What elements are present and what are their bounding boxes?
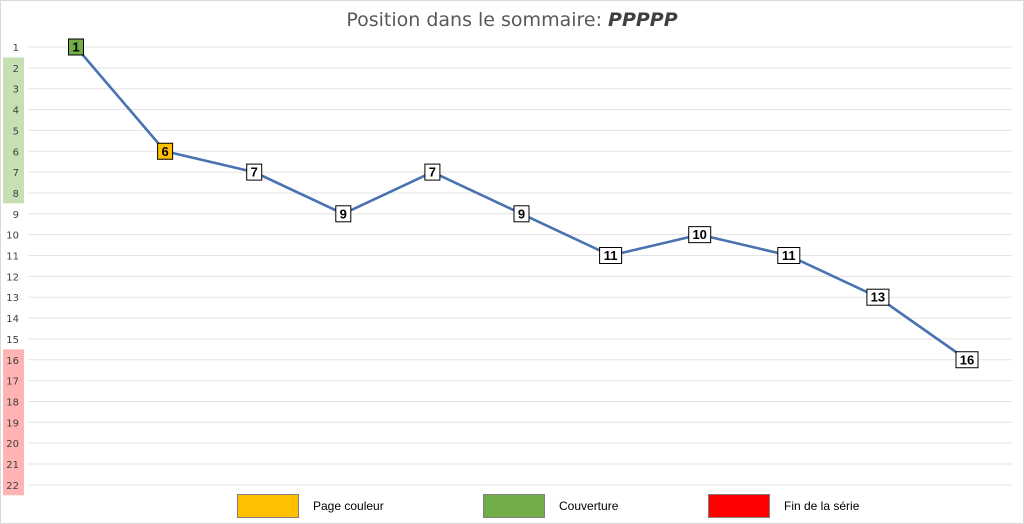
data-label-6: 11 [604,248,618,263]
data-point-3 [335,205,352,223]
data-point-1 [157,142,174,160]
y-tick-label-8: 8 [13,189,19,200]
y-tick-label-11: 11 [6,252,19,263]
data-label-1: 6 [161,144,168,159]
chart-title-text: Position dans le sommaire: [346,9,609,31]
legend-label-1: Couverture [559,499,619,513]
y-tick-label-5: 5 [13,126,19,137]
data-point-0 [68,38,84,56]
legend: Page couleur Couverture Fin de la série [0,493,1024,521]
y-tick-label-1: 1 [13,43,19,54]
y-tick-label-17: 17 [6,377,19,388]
y-tick-label-19: 19 [6,418,19,429]
legend-swatch-2 [708,494,770,518]
data-label-5: 9 [518,206,525,221]
y-tick-label-7: 7 [13,168,19,179]
data-label-0: 1 [72,40,79,55]
gridlines [28,46,1012,486]
y-tick-label-15: 15 [6,335,19,346]
legend-label-2: Fin de la série [784,499,860,513]
y-tick-label-22: 22 [6,481,19,492]
data-label-8: 11 [782,248,796,263]
data-label-7: 10 [692,227,706,242]
y-tick-label-18: 18 [6,397,19,408]
y-tick-label-9: 9 [13,210,19,221]
data-point-10 [955,351,979,369]
legend-label-0: Page couleur [313,499,384,513]
legend-swatch-0 [237,494,299,518]
y-tick-label-13: 13 [6,293,19,304]
chart-title: Position dans le sommaire: PPPPP [0,9,1024,31]
legend-item-0: Page couleur [237,493,384,519]
y-band-1 [3,349,24,496]
y-tick-label-21: 21 [6,460,19,471]
y-tick-label-12: 12 [6,272,19,283]
data-point-4 [424,163,441,181]
data-point-6 [599,247,623,264]
y-tick-label-10: 10 [6,231,19,242]
y-tick-label-16: 16 [6,356,19,367]
data-label-3: 9 [340,206,347,221]
y-band-0 [3,57,24,204]
data-label-2: 7 [251,165,258,180]
data-point-7 [688,226,712,244]
data-point-5 [513,205,530,223]
y-tick-label-20: 20 [6,439,19,450]
data-label-9: 13 [871,290,885,305]
data-point-2 [246,163,263,181]
legend-item-1: Couverture [483,493,618,519]
legend-item-2: Fin de la série [708,493,859,519]
data-point-8 [777,247,801,264]
y-tick-label-2: 2 [13,64,19,75]
y-bands [3,57,24,496]
series-line-0 [75,46,968,361]
legend-swatch-1 [483,494,545,518]
y-tick-label-14: 14 [6,314,19,325]
y-tick-label-6: 6 [13,147,19,158]
series-line-layer [75,46,968,361]
data-point-9 [866,288,890,306]
y-tick-label-4: 4 [13,106,19,117]
data-label-4: 7 [429,165,436,180]
data-label-10: 16 [960,352,974,367]
y-tick-label-3: 3 [13,85,19,96]
chart-title-suffix: PPPPP [608,9,678,31]
